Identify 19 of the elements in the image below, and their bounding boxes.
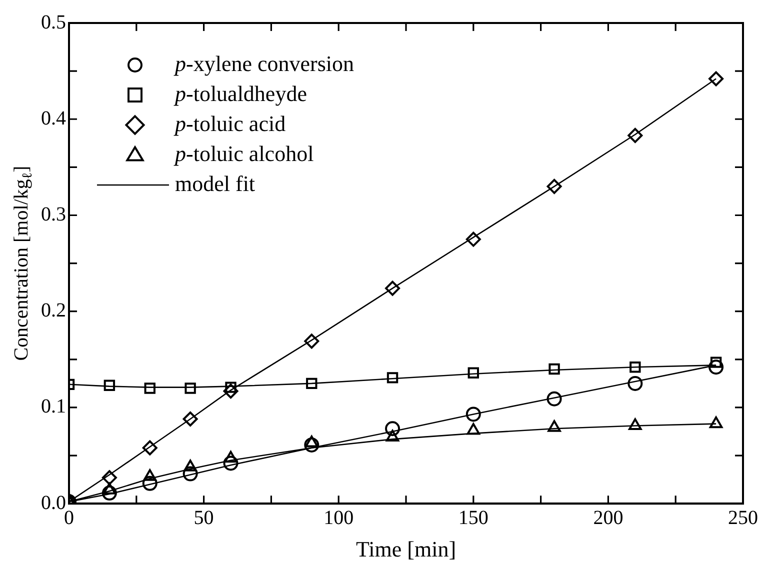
legend-label: p-toluic alcohol [173,140,314,166]
x-tick-label: 0 [64,506,74,529]
legend-label: p-tolualdheyde [173,80,307,106]
x-tick-label: 250 [728,506,758,529]
legend-label: p-xylene conversion [173,50,354,76]
y-tick-label: 0.2 [41,300,66,322]
y-axis-title: Concentration [mol/kgℓ] [10,166,36,361]
x-tick-label: 200 [593,506,624,529]
y-tick-label: 0.4 [41,107,66,130]
y-tick-label: 0.3 [41,203,66,226]
x-tick-label: 100 [324,506,354,529]
x-axis-title: Time [min] [356,536,456,562]
x-tick-label: 50 [194,506,214,529]
legend-label: p-toluic acid [173,110,286,136]
legend-label: model fit [175,170,256,196]
x-tick-label: 150 [458,506,488,529]
y-tick-label: 0.5 [41,11,66,34]
y-tick-label: 0.1 [41,396,66,418]
y-tick-label: 0.0 [41,492,66,514]
